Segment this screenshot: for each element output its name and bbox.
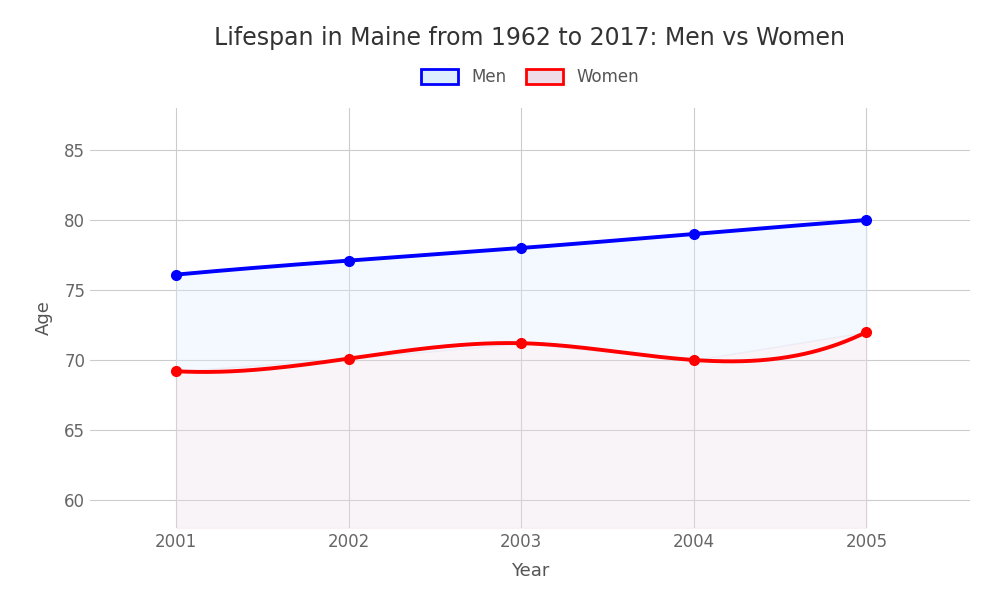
Legend: Men, Women: Men, Women <box>414 62 646 93</box>
Y-axis label: Age: Age <box>35 301 53 335</box>
Title: Lifespan in Maine from 1962 to 2017: Men vs Women: Lifespan in Maine from 1962 to 2017: Men… <box>214 26 846 50</box>
X-axis label: Year: Year <box>511 562 549 580</box>
